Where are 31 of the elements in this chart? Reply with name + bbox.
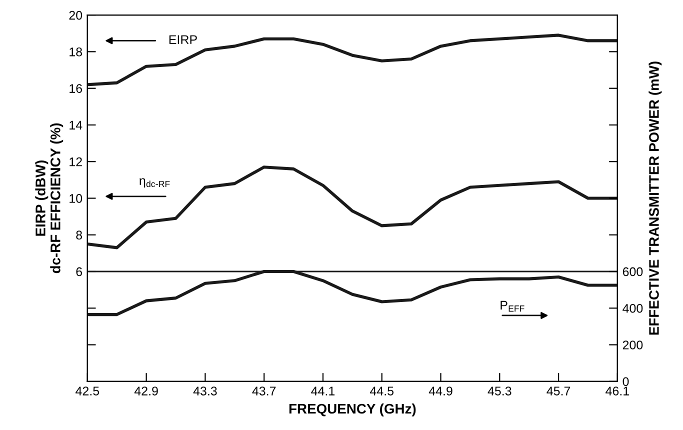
line-series	[87, 270, 618, 316]
annotation: η$_{dc-RF}$	[140, 178, 170, 188]
annotation: P$_{EFF}$	[500, 300, 524, 312]
annotation: EIRP	[169, 35, 197, 44]
x-tick-label: 43.7	[252, 386, 276, 396]
x-tick-label: 45.7	[546, 386, 570, 396]
y-tick-label: 6	[76, 267, 82, 276]
y2-tick-label: 400	[622, 304, 643, 313]
line-series	[87, 166, 618, 250]
y2-tick-label: 0	[622, 377, 629, 386]
y-tick-label: 20	[69, 10, 82, 20]
x-tick-label: 42.5	[76, 386, 100, 396]
y-tick-label: 12	[70, 157, 82, 166]
x-tick-label: 44.1	[311, 386, 335, 396]
y2-tick-label: 200	[622, 340, 643, 350]
line-series	[87, 34, 618, 86]
y-tick-label: 14	[70, 120, 82, 130]
x-tick-label: 42.9	[134, 386, 158, 396]
y-tick-label: 10	[70, 194, 82, 203]
y-tick-label: 16	[70, 84, 82, 93]
x-tick-label: 44.5	[370, 386, 394, 396]
y2-axis-title: EFFECTIVE TRANSMITTER POWER (mW)	[648, 62, 662, 335]
y-tick-label: 8	[76, 230, 82, 240]
y-tick-label: 18	[70, 47, 82, 56]
x-tick-label: 46.1	[606, 386, 629, 396]
x-tick-label: 45.3	[488, 386, 512, 396]
x-axis-title: FREQUENCY (GHz)	[289, 403, 416, 416]
y2-tick-label: 600	[622, 267, 643, 276]
y-axis-title: EIRP (dBW) dc-RF EFFICIENCY (%)	[35, 123, 64, 274]
x-tick-label: 43.3	[193, 386, 217, 396]
x-tick-label: 44.9	[428, 386, 452, 396]
